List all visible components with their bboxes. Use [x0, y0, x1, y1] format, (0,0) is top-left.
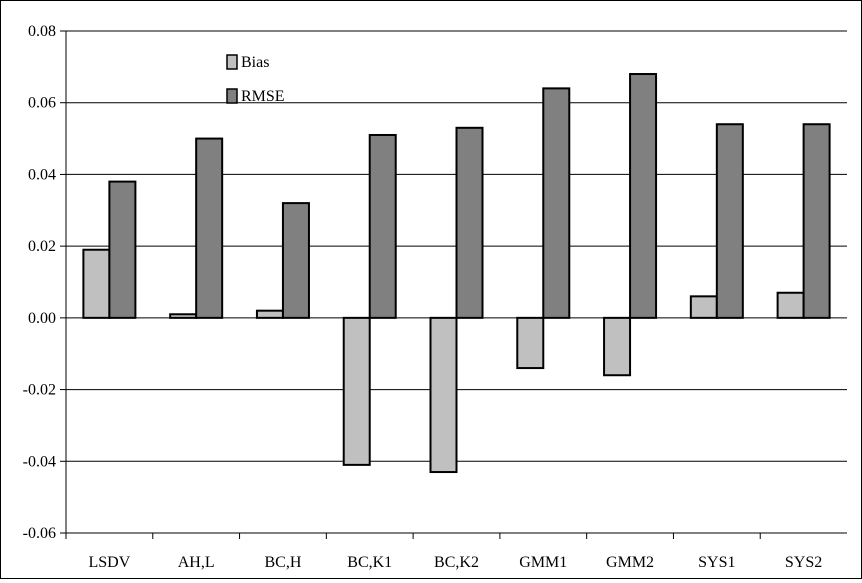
x-tick-label: BC,K1: [347, 554, 392, 571]
x-tick-label: LSDV: [88, 554, 130, 571]
bar-rmse-7: [715, 123, 744, 319]
x-tick-label: BC,K2: [434, 554, 479, 571]
x-tick-labels: LSDV AH,L BC,H BC,K1 BC,K2 GMM1 GMM2 SYS1 SYS2: [88, 554, 822, 571]
bar-rmse-1: [195, 137, 224, 319]
x-tick-label: GMM1: [519, 554, 567, 571]
legend-label-bias: Bias: [241, 54, 269, 71]
x-tick-label: AH,L: [178, 554, 215, 571]
bar-rmse-5: [542, 87, 571, 319]
bar-bias-8: [776, 291, 805, 319]
bars: [82, 73, 831, 474]
bar-bias-6: [603, 316, 632, 377]
bar-bias-1: [169, 313, 198, 319]
bar-rmse-2: [281, 202, 310, 319]
bar-bias-2: [255, 309, 284, 319]
x-tick-label: SYS2: [785, 554, 822, 571]
axes: [60, 30, 761, 539]
x-tick-label: SYS1: [698, 554, 735, 571]
bar-rmse-8: [802, 123, 831, 319]
bar-rmse-4: [455, 126, 484, 319]
bar-rmse-6: [629, 73, 658, 319]
x-tick-label: GMM2: [606, 554, 654, 571]
legend-swatch-rmse: [226, 88, 238, 104]
y-tick-labels: 0.08 0.06 0.04 0.02 0.00 -0.02 -0.04 -0.06: [23, 23, 56, 542]
bar-bias-4: [429, 316, 458, 474]
x-tick-label: BC,H: [264, 554, 301, 571]
y-tick-label: -0.02: [23, 382, 56, 399]
legend-swatch-bias: [226, 54, 238, 70]
y-tick-label: -0.06: [23, 525, 56, 542]
y-tick-label: 0.02: [28, 238, 56, 255]
bar-rmse-0: [108, 180, 137, 319]
legend-label-rmse: RMSE: [241, 88, 285, 105]
y-tick-label: 0.00: [28, 310, 56, 327]
legend: Bias RMSE: [226, 54, 285, 105]
y-tick-label: 0.08: [28, 23, 56, 40]
y-tick-label: -0.04: [23, 453, 56, 470]
bar-bias-5: [516, 316, 545, 370]
y-tick-label: 0.04: [28, 166, 56, 183]
y-tick-label: 0.06: [28, 95, 56, 112]
bar-bias-0: [82, 248, 111, 319]
bar-rmse-3: [368, 133, 397, 319]
bar-bias-7: [689, 295, 718, 319]
bar-bias-3: [342, 316, 371, 466]
